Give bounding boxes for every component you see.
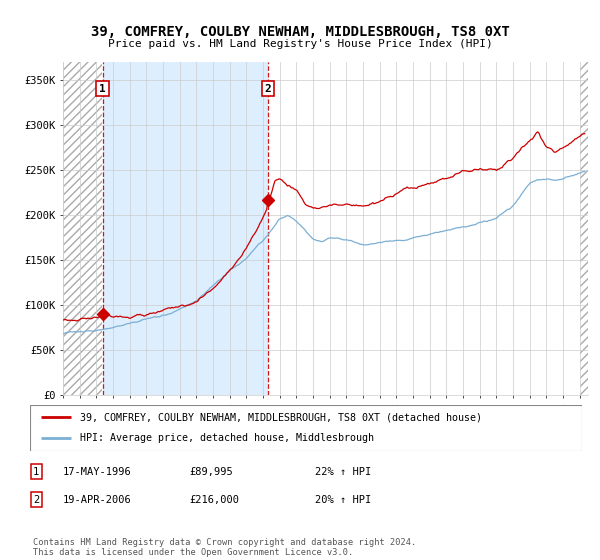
Bar xyxy=(103,62,268,395)
Text: 2: 2 xyxy=(33,494,39,505)
Text: 39, COMFREY, COULBY NEWHAM, MIDDLESBROUGH, TS8 0XT (detached house): 39, COMFREY, COULBY NEWHAM, MIDDLESBROUG… xyxy=(80,412,482,422)
Text: 39, COMFREY, COULBY NEWHAM, MIDDLESBROUGH, TS8 0XT: 39, COMFREY, COULBY NEWHAM, MIDDLESBROUG… xyxy=(91,25,509,39)
Bar xyxy=(580,62,593,395)
Text: 2: 2 xyxy=(265,83,271,94)
Text: Contains HM Land Registry data © Crown copyright and database right 2024.
This d: Contains HM Land Registry data © Crown c… xyxy=(33,538,416,557)
Bar xyxy=(63,62,103,395)
Text: HPI: Average price, detached house, Middlesbrough: HPI: Average price, detached house, Midd… xyxy=(80,433,374,444)
Text: 17-MAY-1996: 17-MAY-1996 xyxy=(63,466,132,477)
Text: 20% ↑ HPI: 20% ↑ HPI xyxy=(315,494,371,505)
Text: 19-APR-2006: 19-APR-2006 xyxy=(63,494,132,505)
Text: £216,000: £216,000 xyxy=(189,494,239,505)
Text: Price paid vs. HM Land Registry's House Price Index (HPI): Price paid vs. HM Land Registry's House … xyxy=(107,39,493,49)
Text: £89,995: £89,995 xyxy=(189,466,233,477)
FancyBboxPatch shape xyxy=(30,405,582,451)
Text: 1: 1 xyxy=(99,83,106,94)
Text: 1: 1 xyxy=(33,466,39,477)
Text: 22% ↑ HPI: 22% ↑ HPI xyxy=(315,466,371,477)
